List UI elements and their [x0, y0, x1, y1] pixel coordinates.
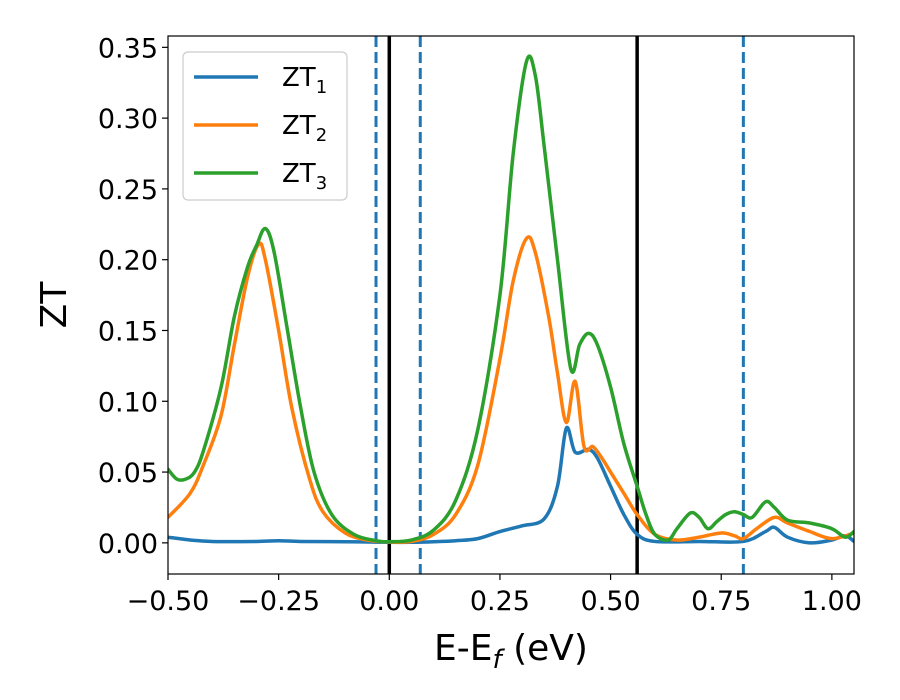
series-line-2	[168, 235, 854, 545]
series-line-3	[168, 54, 854, 544]
x-axis-title: E-Ef (eV)	[434, 628, 588, 675]
x-tick-label: 0.50	[581, 586, 641, 617]
y-tick-label: 0.10	[98, 387, 158, 418]
y-tick-label: 0.15	[98, 316, 158, 347]
x-tick-label: 0.00	[359, 586, 419, 617]
legend: ZT1 ZT2 ZT3	[182, 51, 348, 201]
x-tick-label: −0.25	[237, 586, 320, 617]
x-tick-label: 0.25	[470, 586, 530, 617]
x-tick-label: 1.00	[802, 586, 862, 617]
plot-frame	[167, 35, 855, 575]
legend-label-3: ZT3	[282, 159, 327, 194]
y-tick-label: 0.25	[98, 175, 158, 206]
y-tick-label: 0.30	[98, 104, 158, 135]
y-tick-label: 0.00	[98, 529, 158, 560]
legend-label-1: ZT1	[282, 63, 327, 98]
series-line-1	[168, 425, 854, 545]
legend-box	[182, 51, 348, 201]
legend-label-2: ZT2	[282, 111, 327, 146]
x-tick-label: −0.50	[127, 586, 210, 617]
y-tick-label: 0.20	[98, 246, 158, 277]
y-tick-label: 0.35	[98, 33, 158, 64]
y-tick-label: 0.05	[98, 458, 158, 489]
x-tick-label: 0.75	[691, 586, 751, 617]
y-axis-title: ZT	[34, 281, 75, 329]
